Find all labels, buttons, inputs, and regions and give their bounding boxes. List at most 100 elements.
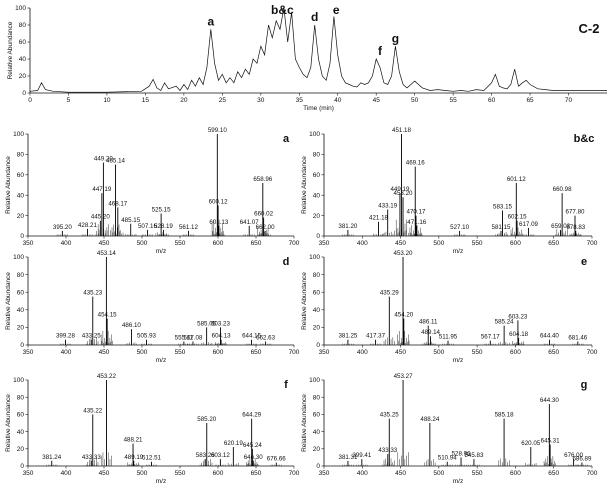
g-x-tick-label: 600 <box>510 470 521 477</box>
d-x-tick-label: 650 <box>251 349 262 356</box>
a-peak-label-641.07: 641.07 <box>240 219 259 226</box>
d-x-tick-label: 600 <box>213 349 224 356</box>
d-peak-label-604.13: 604.13 <box>212 333 231 340</box>
g-peak-label-510.94: 510.94 <box>438 455 457 462</box>
chromatogram-trace <box>29 7 607 93</box>
g-x-tick-label: 500 <box>433 470 444 477</box>
f-peak-label-585.20: 585.20 <box>197 416 216 423</box>
chromatogram-x-tick-label: 40 <box>334 97 342 104</box>
bc-x-tick-label: 550 <box>472 240 483 247</box>
bc-y-tick-label: 100 <box>309 131 320 138</box>
bc-peak-label-581.15: 581.15 <box>492 224 511 231</box>
chromatogram-x-tick-label: 10 <box>103 97 111 104</box>
d-y-tick-label: 20 <box>17 325 25 332</box>
chromatogram-x-tick-label: 20 <box>180 97 188 104</box>
g-peak-label-488.24: 488.24 <box>420 416 439 423</box>
bc-peak-label-678.83: 678.83 <box>566 224 585 231</box>
a-x-axis-label: m/z <box>156 248 166 255</box>
peak-annotation-f: f <box>378 44 383 58</box>
f-x-tick-label: 600 <box>213 470 224 477</box>
f-peak-label-644.29: 644.29 <box>242 412 261 419</box>
g-peak-label-644.30: 644.30 <box>540 397 559 404</box>
chromatogram-y-tick-label: 0 <box>22 90 26 97</box>
bc-peak-label-602.15: 602.15 <box>508 214 527 221</box>
d-peak-label-433.25: 433.25 <box>82 333 101 340</box>
bc-peak-label-451.18: 451.18 <box>392 127 411 134</box>
e-y-tick-label: 100 <box>309 254 320 261</box>
e-peak-label-417.37: 417.37 <box>366 333 385 340</box>
d-x-tick-label: 500 <box>137 349 148 356</box>
a-peak-label-485.15: 485.15 <box>121 217 140 224</box>
a-y-tick-label: 100 <box>13 131 24 138</box>
peak-annotation-bc: b&c <box>271 3 294 17</box>
g-y-tick-label: 0 <box>316 463 320 470</box>
d-peak-label-453.14: 453.14 <box>97 250 116 257</box>
bc-x-tick-label: 450 <box>395 240 406 247</box>
f-peak-label-381.24: 381.24 <box>42 454 61 461</box>
e-x-tick-label: 500 <box>433 349 444 356</box>
chromatogram-y-tick-label: 20 <box>19 73 27 80</box>
chromatogram-x-axis-label: Time (min) <box>303 105 334 112</box>
d-x-axis-label: m/z <box>156 357 166 364</box>
f-peak-label-646.30: 646.30 <box>244 454 263 461</box>
bc-y-tick-label: 40 <box>313 192 321 199</box>
chromatogram-y-tick-label: 60 <box>19 39 27 46</box>
e-peak-label-681.46: 681.46 <box>568 334 587 341</box>
e-peak-label-603.23: 603.23 <box>508 313 527 320</box>
e-x-tick-label: 400 <box>357 349 368 356</box>
f-x-tick-label: 350 <box>23 470 34 477</box>
a-x-tick-label: 500 <box>137 240 148 247</box>
a-x-tick-label: 600 <box>213 240 224 247</box>
a-peak-label-525.15: 525.15 <box>152 207 171 214</box>
d-peak-label-555.11: 555.11 <box>175 334 194 341</box>
chromatogram-x-tick-label: 50 <box>411 97 419 104</box>
e-y-tick-label: 60 <box>313 289 321 296</box>
peak-annotation-e: e <box>333 3 340 17</box>
chromatogram-x-tick-label: 60 <box>488 97 496 104</box>
g-peak-label-686.89: 686.89 <box>572 456 591 463</box>
d-peak-label-505.93: 505.93 <box>137 333 156 340</box>
g-peak-label-453.27: 453.27 <box>394 373 413 380</box>
chromatogram-y-tick-label: 80 <box>19 22 27 29</box>
d-y-tick-label: 40 <box>17 307 25 314</box>
bc-peak-label-453.20: 453.20 <box>394 190 413 197</box>
bc-peak-label-449.19: 449.19 <box>390 186 409 193</box>
d-peak-label-644.15: 644.15 <box>242 333 261 340</box>
chromatogram-y-axis-label: Relative Abundance <box>7 21 14 79</box>
d-y-tick-label: 0 <box>20 342 24 349</box>
bc-y-tick-label: 20 <box>313 213 321 220</box>
chromatogram-title: C-2 <box>579 21 600 36</box>
d-x-tick-label: 400 <box>61 349 72 356</box>
g-x-tick-label: 400 <box>357 470 368 477</box>
a-peak-label-600.12: 600.12 <box>209 198 228 205</box>
e-x-tick-label: 350 <box>319 349 330 356</box>
d-panel-label: d <box>283 256 290 268</box>
e-peak-label-489.14: 489.14 <box>421 329 440 336</box>
e-peak-label-604.18: 604.18 <box>509 331 528 338</box>
g-peak-label-585.18: 585.18 <box>495 412 514 419</box>
e-y-tick-label: 20 <box>313 325 321 332</box>
f-peak-label-435.22: 435.22 <box>83 407 102 414</box>
bc-y-tick-label: 80 <box>313 152 321 159</box>
g-y-axis-label: Relative Abundance <box>301 394 308 452</box>
e-peak-label-454.20: 454.20 <box>394 312 413 319</box>
a-peak-label-658.96: 658.96 <box>253 176 272 183</box>
chromatogram-x-tick-label: 70 <box>565 97 573 104</box>
e-y-tick-label: 80 <box>313 272 321 279</box>
f-x-tick-label: 400 <box>61 470 72 477</box>
d-peak-label-486.10: 486.10 <box>122 322 141 329</box>
bc-peak-label-421.18: 421.18 <box>369 215 388 222</box>
a-x-tick-label: 400 <box>61 240 72 247</box>
bc-peak-label-677.80: 677.80 <box>566 209 585 216</box>
d-peak-label-585.05: 585.05 <box>197 320 216 327</box>
d-peak-label-567.08: 567.08 <box>184 334 203 341</box>
f-peak-label-488.21: 488.21 <box>124 437 143 444</box>
chromatogram-x-tick-label: 30 <box>257 97 265 104</box>
f-x-tick-label: 550 <box>175 470 186 477</box>
a-peak-label-561.12: 561.12 <box>179 224 198 231</box>
peak-annotation-a: a <box>207 14 214 28</box>
chromatogram-x-tick-label: 35 <box>296 97 304 104</box>
e-panel-label: e <box>581 256 587 268</box>
d-x-tick-label: 450 <box>99 349 110 356</box>
